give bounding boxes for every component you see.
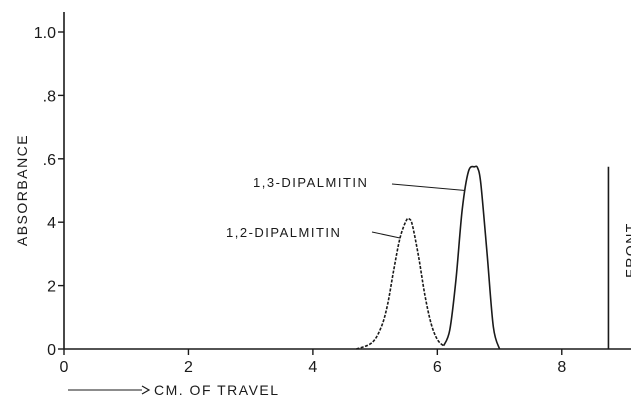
y-tick-label: .8 xyxy=(43,88,56,105)
x-tick-label: 8 xyxy=(557,359,566,376)
peak-1-3-dipalmitin xyxy=(442,165,501,350)
x-tick-label: 2 xyxy=(184,359,193,376)
x-tick-label: 0 xyxy=(60,359,69,376)
axis-ticks: 0 2 4 6 8 0 2 4 .6 .8 1.0 xyxy=(34,25,567,376)
y-axis-title: ABSORBANCE xyxy=(14,134,30,246)
annotation-leader-line xyxy=(391,183,466,191)
x-axis-title: CM. OF TRAVEL xyxy=(154,382,280,398)
x-axis-arrowhead xyxy=(141,385,151,395)
peak-1-2-dipalmitin xyxy=(356,217,445,350)
annotation-label: 1,2-DIPALMITIN xyxy=(226,225,341,240)
axes xyxy=(63,12,631,350)
y-tick-label: 1.0 xyxy=(34,25,56,42)
y-tick-label: 2 xyxy=(47,279,56,296)
series-curves xyxy=(356,165,501,350)
chart-labels: FRONT 1,3-DIPALMITIN 1,2-DIPALMITIN ABSORBA… xyxy=(14,134,631,398)
x-tick-label: 6 xyxy=(433,359,442,376)
y-tick-label: .6 xyxy=(43,152,56,169)
annotation-label: 1,3-DIPALMITIN xyxy=(253,175,368,190)
annotation-leader-line xyxy=(371,231,401,239)
y-tick-label: 4 xyxy=(47,215,56,232)
y-tick-label: 0 xyxy=(47,342,56,359)
front-label: FRONT xyxy=(622,222,631,278)
x-tick-label: 4 xyxy=(308,359,317,376)
